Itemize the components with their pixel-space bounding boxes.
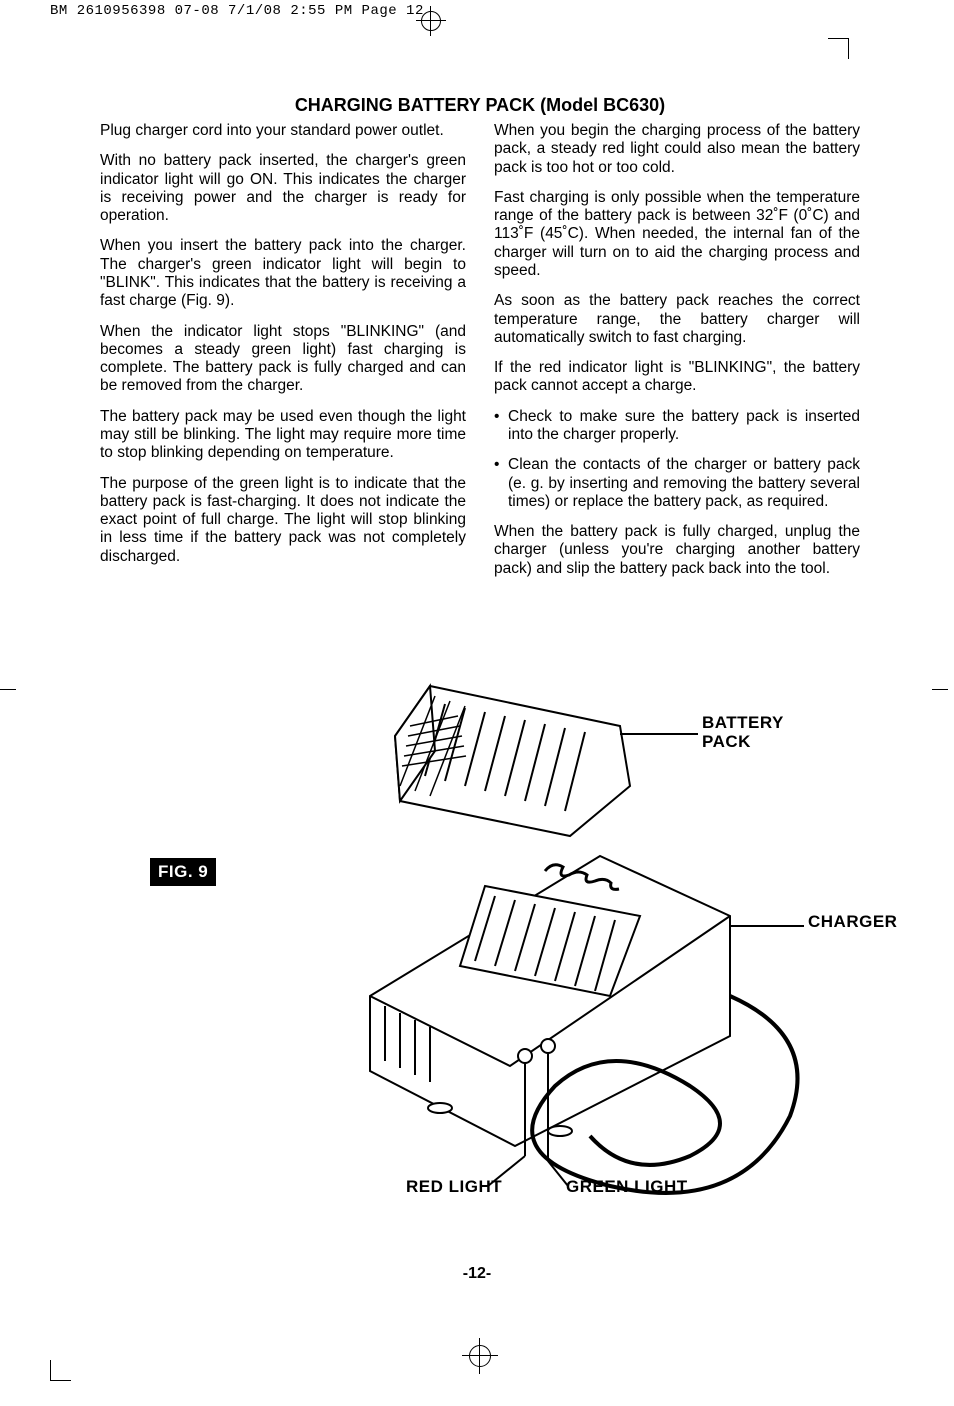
bullet-item: •Check to make sure the battery pack is … [494,408,860,445]
right-column: When you begin the charging process of t… [494,122,860,590]
crop-corner-tr [828,38,849,59]
body-para: When the indicator light stops "BLINKING… [100,323,466,396]
body-para: The battery pack may be used even though… [100,408,466,463]
section-heading: CHARGING BATTERY PACK (Model BC630) [100,95,860,116]
body-para: When you begin the charging process of t… [494,122,860,177]
figure-label: FIG. 9 [150,858,216,886]
figure-9: FIG. 9 [150,656,910,1216]
body-para: Fast charging is only possible when the … [494,189,860,280]
registration-tick-right [932,689,948,690]
callout-battery-pack: BATTERY PACK [702,714,784,751]
body-para: As soon as the battery pack reaches the … [494,292,860,347]
body-para: With no battery pack inserted, the charg… [100,152,466,225]
registration-mark-top [416,6,446,36]
body-para: When the battery pack is fully charged, … [494,523,860,578]
bullet-item: •Clean the contacts of the charger or ba… [494,456,860,511]
crop-corner-bl [50,1360,71,1381]
callout-green-light: GREEN LIGHT [566,1177,688,1197]
body-para: Plug charger cord into your standard pow… [100,122,466,140]
body-para: If the red indicator light is "BLINKING"… [494,359,860,396]
page-number: -12- [50,1265,904,1283]
body-para: The purpose of the green light is to ind… [100,475,466,566]
charger-diagram: BATTERY PACK CHARGER RED LIGHT GREEN LIG… [310,656,850,1216]
callout-red-light: RED LIGHT [406,1177,502,1197]
registration-mark-bottom [462,1338,498,1374]
registration-tick-left [0,689,16,690]
body-para: When you insert the battery pack into th… [100,237,466,310]
callout-charger: CHARGER [808,912,897,932]
left-column: Plug charger cord into your standard pow… [100,122,466,590]
print-header: BM 2610956398 07-08 7/1/08 2:55 PM Page … [50,0,904,19]
